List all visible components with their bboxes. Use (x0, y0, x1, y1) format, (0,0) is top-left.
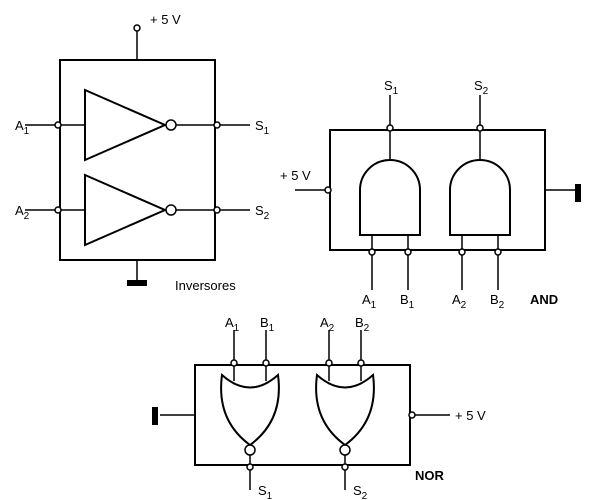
inverter-gate-1: A1 S1 (15, 90, 270, 160)
nor-1-input-b-label: B1 (260, 315, 275, 334)
not-bubble (340, 445, 350, 455)
and-2-input-a-label: A2 (452, 292, 467, 311)
ground-symbol (127, 280, 147, 286)
inverter-1-output-label: S1 (255, 118, 270, 137)
and-1-input-a-label: A1 (362, 292, 377, 311)
and-gate-1: S1 A1 B1 (360, 78, 420, 311)
not-bubble (245, 445, 255, 455)
and-title: AND (530, 292, 558, 307)
nor-title: NOR (415, 468, 445, 483)
not-bubble (166, 120, 176, 130)
and-vcc-label: + 5 V (280, 168, 311, 183)
inverters-box (60, 60, 215, 260)
ground-symbol (152, 407, 158, 425)
nor-1-input-a-label: A1 (225, 315, 240, 334)
nor-gate-1: A1 B1 S1 (221, 315, 279, 500)
and-gate-2: S2 A2 B2 (450, 78, 510, 311)
and-1-output-label: S1 (384, 78, 399, 97)
and-2-output-label: S2 (474, 78, 489, 97)
inverter-gate-2: A2 S2 (15, 175, 270, 245)
nor-vcc-label: + 5 V (455, 408, 486, 423)
not-bubble (166, 205, 176, 215)
ground-symbol (575, 184, 581, 202)
inverter-2-output-label: S2 (255, 203, 270, 222)
power-node (134, 25, 140, 31)
and-2-input-b-label: B2 (490, 292, 505, 311)
nor-block: + 5 V A1 B1 S1 A2 B2 (152, 315, 486, 500)
and-1-input-b-label: B1 (400, 292, 415, 311)
inverters-title: Inversores (175, 278, 236, 293)
inverter-2-input-label: A2 (15, 203, 30, 222)
nor-2-output-label: S2 (353, 483, 368, 500)
nor-1-output-label: S1 (258, 483, 273, 500)
inverters-vcc-label: + 5 V (150, 12, 181, 27)
inverters-block: + 5 V A1 S1 A2 S2 (15, 12, 270, 293)
inverter-1-input-label: A1 (15, 118, 30, 137)
and-block: + 5 V S1 A1 B1 S2 A2 (280, 78, 581, 311)
nor-2-input-a-label: A2 (320, 315, 335, 334)
nor-2-input-b-label: B2 (355, 315, 370, 334)
nor-gate-2: A2 B2 S2 (316, 315, 374, 500)
